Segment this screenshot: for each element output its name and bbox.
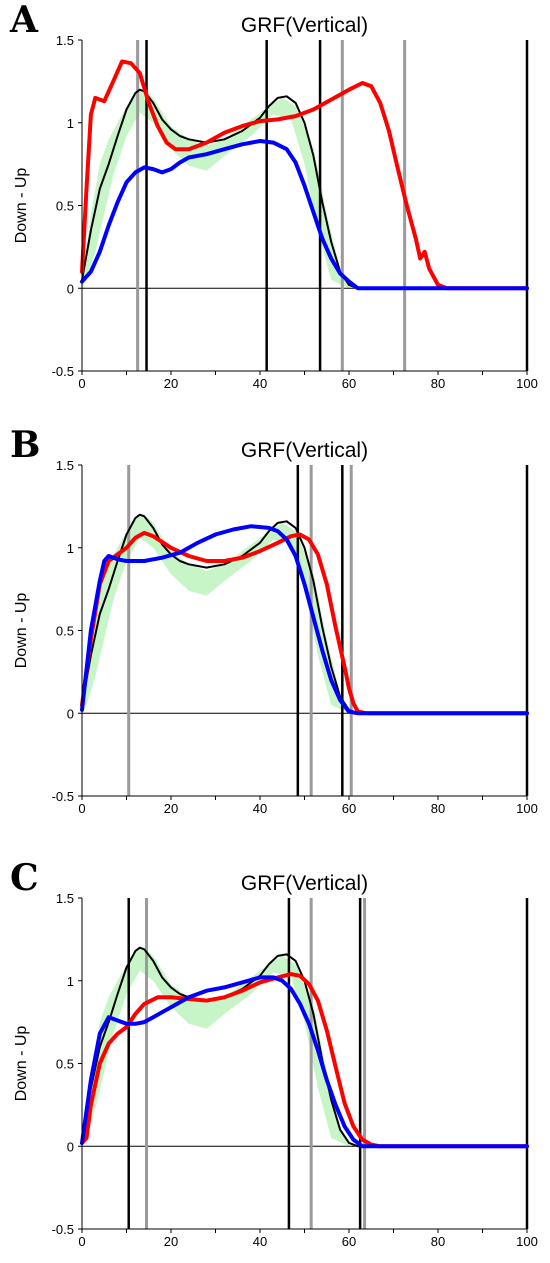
x-tick-label: 0 (78, 376, 85, 391)
y-tick-label: 0 (67, 1139, 74, 1154)
y-tick-label: 0.5 (56, 199, 74, 214)
x-tick-label: 100 (516, 376, 538, 391)
y-tick-label: 1.5 (56, 33, 74, 48)
chart-panel-b: B GRF(Vertical) -0.5 0 0.5 1 1.5 0 20 40 60 80 100 Do… (10, 424, 538, 816)
x-tick-label: 20 (164, 801, 178, 816)
y-axis-label: Down - Up (13, 1026, 30, 1102)
chart-panel-c: C GRF(Vertical) -0.5 0 0.5 1 1.5 0 20 40 60 80 100 Do… (10, 857, 538, 1249)
y-tick-label: 1.5 (56, 458, 74, 473)
chart-panel-a: A GRF(Vertical) -0.5 0 0.5 1 1.5 0 20 40 60 80 100 Do… (9, 0, 538, 391)
panel-letter: A (9, 0, 39, 41)
x-tick-label: 40 (253, 801, 267, 816)
y-tick-label: -0.5 (52, 1222, 74, 1237)
blue-series-line (80, 975, 529, 1149)
red-series-line (80, 59, 529, 291)
chart-title: GRF(Vertical) (241, 872, 368, 895)
x-tick-label: 80 (431, 801, 445, 816)
x-tick-label: 0 (78, 1234, 85, 1249)
x-tick-label: 20 (164, 376, 178, 391)
y-tick-label: -0.5 (52, 789, 74, 804)
blue-series-line (80, 139, 529, 291)
red-series-line (80, 972, 529, 1149)
x-tick-label: 60 (342, 1234, 356, 1249)
y-tick-label: 0.5 (56, 624, 74, 639)
x-tick-label: 80 (431, 1234, 445, 1249)
normal-range-band (82, 947, 349, 1147)
y-tick-label: 1 (67, 541, 74, 556)
reference-line (81, 88, 528, 290)
x-tick-label: 100 (516, 801, 538, 816)
y-axis-label: Down - Up (13, 168, 30, 244)
y-tick-label: 1 (67, 974, 74, 989)
x-tick-label: 40 (253, 376, 267, 391)
reference-line (81, 513, 528, 715)
normal-range-band (82, 514, 349, 714)
x-tick-label: 60 (342, 376, 356, 391)
panel-letter: C (10, 857, 39, 899)
x-tick-label: 60 (342, 801, 356, 816)
y-tick-label: 1 (67, 116, 74, 131)
chart-title: GRF(Vertical) (241, 14, 368, 37)
red-series-line (80, 530, 529, 716)
x-tick-label: 20 (164, 1234, 178, 1249)
y-tick-label: -0.5 (52, 364, 74, 379)
chart-title: GRF(Vertical) (241, 439, 368, 462)
x-tick-label: 40 (253, 1234, 267, 1249)
panel-letter: B (10, 424, 40, 466)
blue-series-line (80, 524, 529, 716)
y-axis-label: Down - Up (13, 593, 30, 669)
x-tick-label: 100 (516, 1234, 538, 1249)
y-tick-label: 1.5 (56, 891, 74, 906)
y-tick-label: 0.5 (56, 1057, 74, 1072)
y-tick-label: 0 (67, 281, 74, 296)
x-tick-label: 0 (78, 801, 85, 816)
x-tick-label: 80 (431, 376, 445, 391)
y-tick-label: 0 (67, 706, 74, 721)
